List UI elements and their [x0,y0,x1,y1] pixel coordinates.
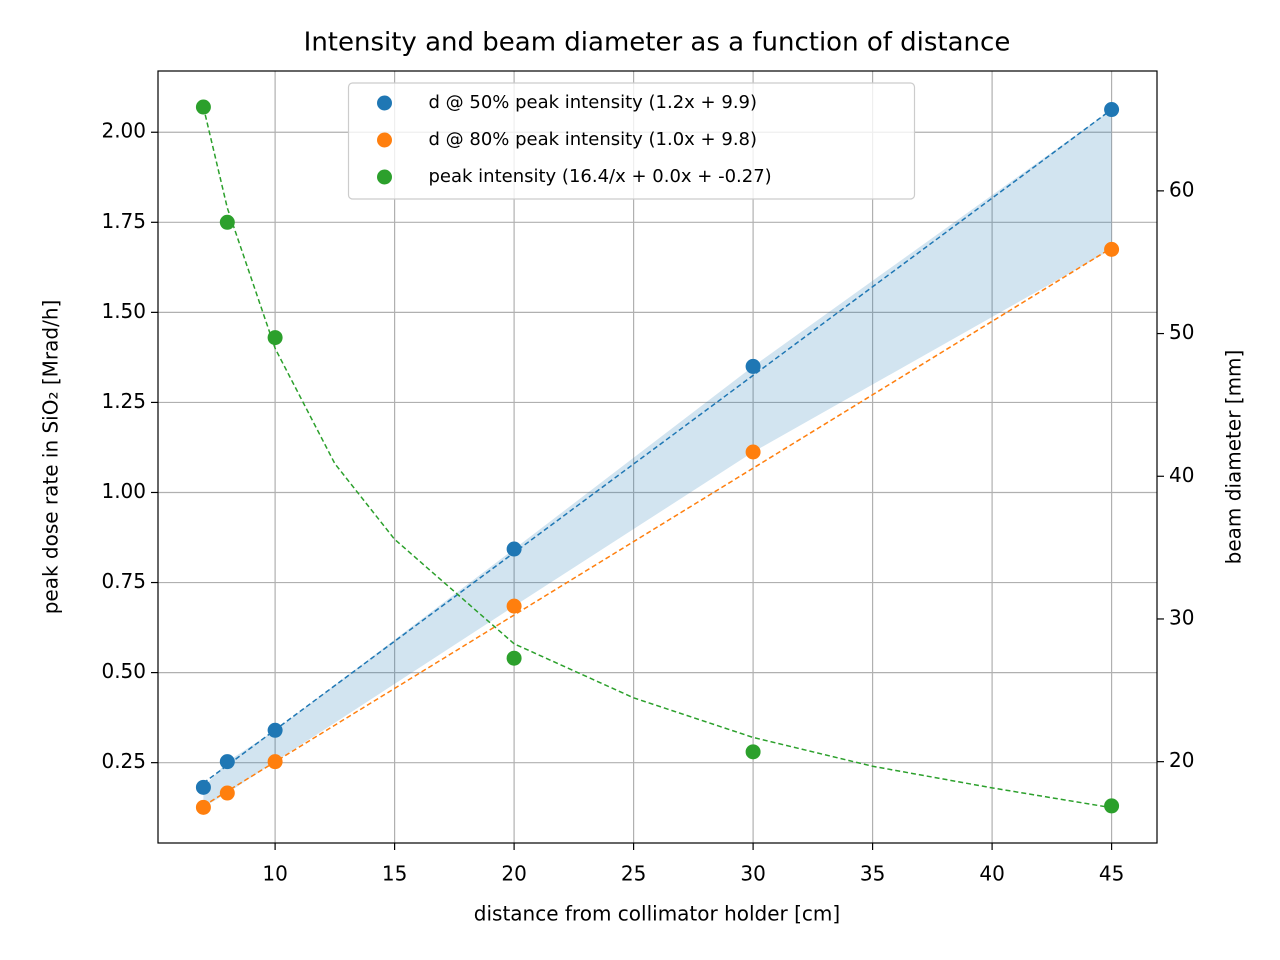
x-tick-label: 15 [382,862,407,886]
legend-marker [377,132,392,148]
point [195,779,211,795]
y2-tick-label: 40 [1169,463,1194,487]
point [506,541,522,557]
point [267,754,283,770]
y-tick-label: 2.00 [101,119,146,143]
legend-label: d @ 50% peak intensity (1.2x + 9.9) [429,92,758,113]
y-tick-label: 1.75 [101,209,146,233]
x-tick-label: 30 [740,862,765,886]
y-tick-label: 0.75 [101,569,146,593]
point [506,650,522,666]
point [195,799,211,815]
y2-tick-label: 60 [1169,177,1194,201]
y-tick-label: 0.50 [101,659,146,683]
x-axis-label: distance from collimator holder [cm] [474,902,840,926]
point [219,214,235,230]
y2-tick-label: 30 [1169,605,1194,629]
y-tick-label: 1.00 [101,479,146,503]
legend-marker [377,95,392,111]
point [745,358,761,374]
legend-label: peak intensity (16.4/x + 0.0x + -0.27) [429,166,772,187]
y2-tick-label: 20 [1169,748,1194,772]
point [219,785,235,801]
plot-frame [157,70,1158,844]
y-tick-label: 1.50 [101,299,146,323]
point [745,444,761,460]
chart-title: Intensity and beam diameter as a functio… [304,28,1011,58]
point [506,598,522,614]
point [267,722,283,738]
point [1104,241,1120,257]
y-tick-label: 1.25 [101,389,146,413]
legend-box [347,82,916,200]
fit-line [202,106,1112,809]
x-tick-label: 45 [1099,862,1124,886]
y2-tick-label: 50 [1169,320,1194,344]
x-tick-label: 20 [501,862,526,886]
point [267,330,283,346]
y-tick-label: 0.25 [101,749,146,773]
point [745,744,761,760]
point [219,754,235,770]
x-tick-label: 40 [979,862,1004,886]
legend-marker [377,169,392,185]
point [1104,798,1120,814]
point [195,99,211,115]
fit-line [203,247,1112,807]
x-tick-label: 10 [262,862,287,886]
x-tick-label: 25 [621,862,646,886]
fit-line [202,108,1113,784]
y-axis-label: peak dose rate in SiO₂ [Mrad/h] [39,300,63,615]
y2-axis-label: beam diameter [mm] [1222,350,1246,565]
x-tick-label: 35 [860,862,885,886]
fill-between [203,109,1112,808]
legend-label: d @ 80% peak intensity (1.0x + 9.8) [429,129,758,150]
point [1104,102,1120,118]
